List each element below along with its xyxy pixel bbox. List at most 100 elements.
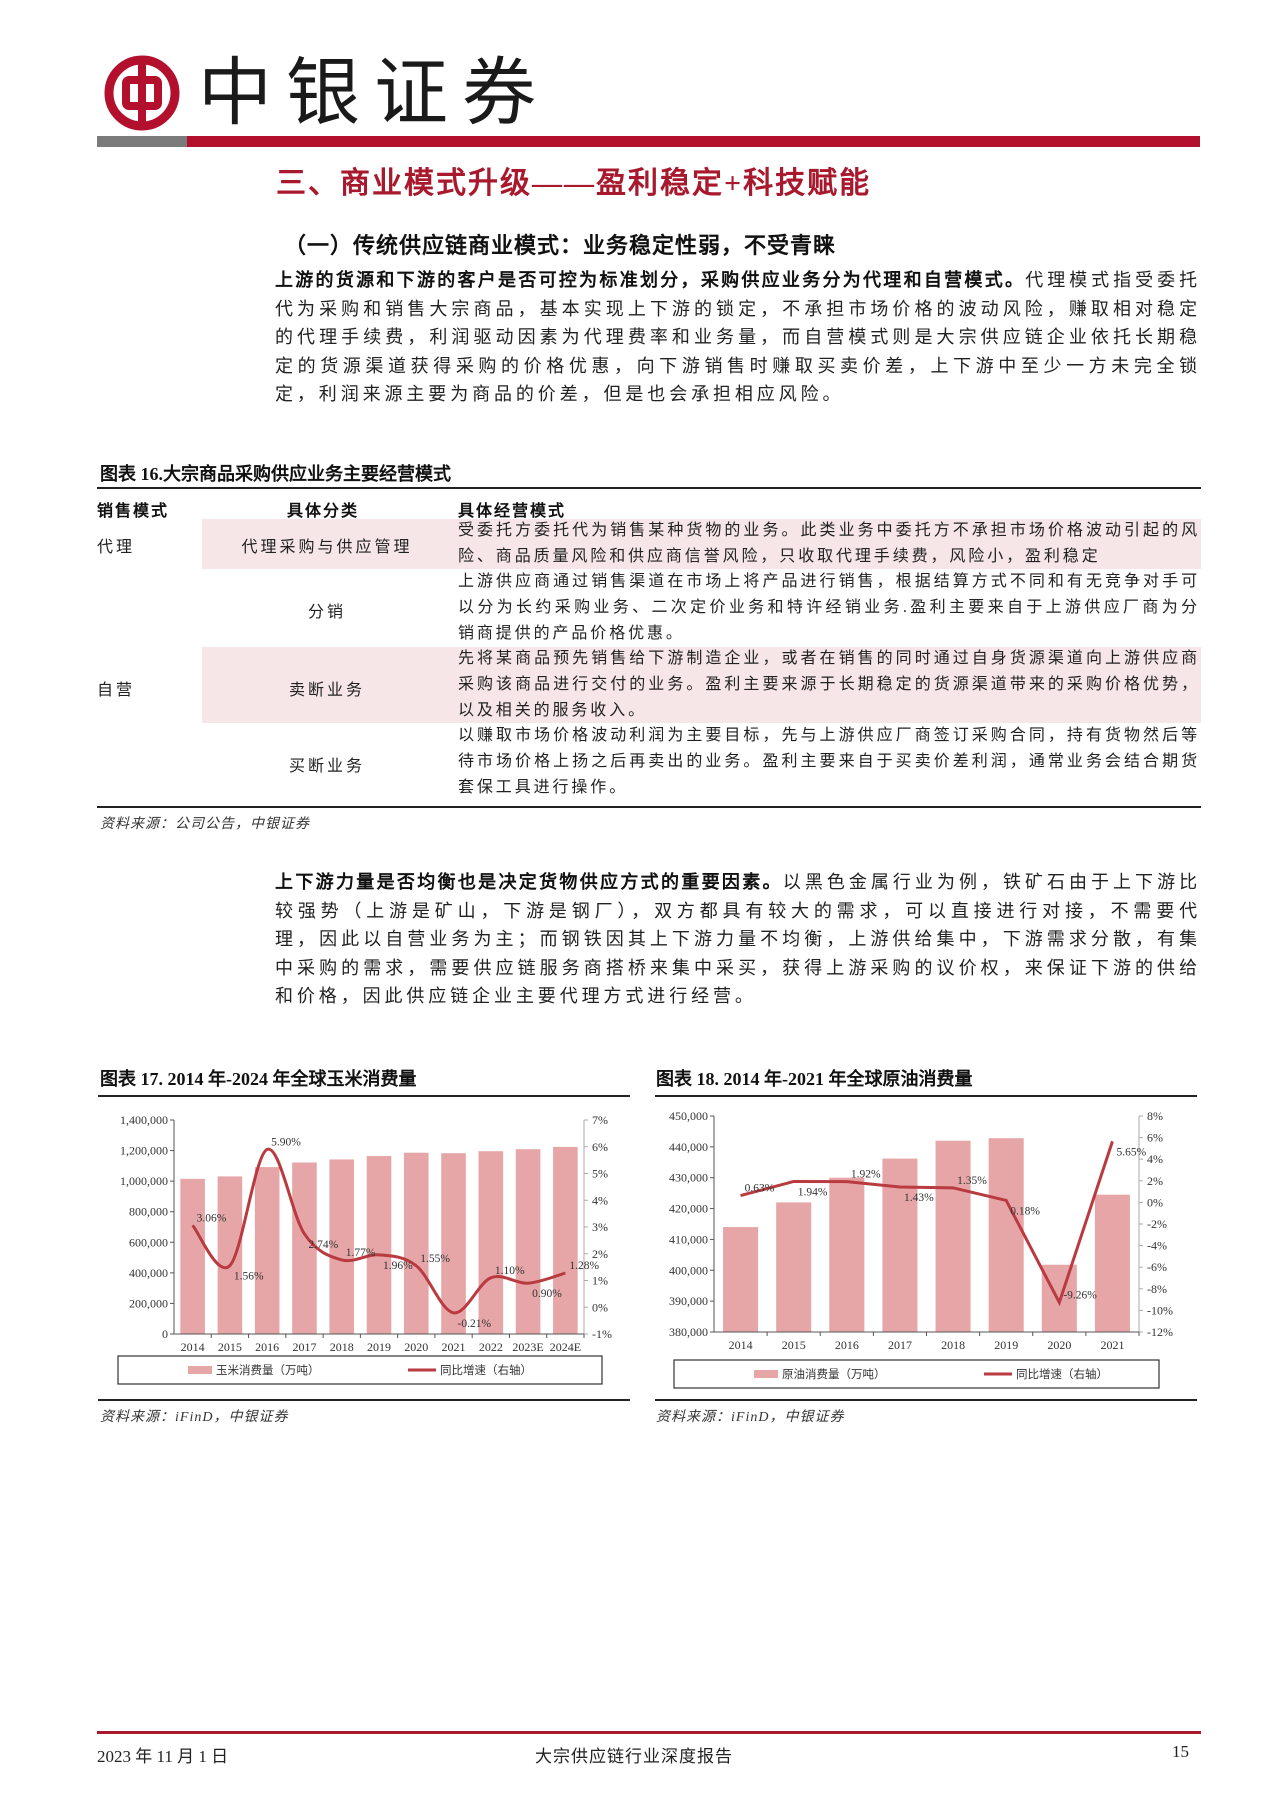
sub-title: （一）传统供应链商业模式：业务稳定性弱，不受青睐 [284, 233, 837, 258]
paragraph-1-body: 代理模式指受委托代为采购和销售大宗商品，基本实现上下游的锁定，不承担市场价格的波… [275, 270, 1201, 405]
left-tick-label: 390,000 [669, 1294, 708, 1308]
left-tick-label: 440,000 [669, 1140, 708, 1154]
x-tick-label: 2016 [835, 1338, 859, 1352]
bank-of-china-coin-icon [104, 55, 180, 131]
left-tick-label: 400,000 [669, 1263, 708, 1277]
header-bar-grey [97, 136, 187, 147]
chart-18-top-rule [655, 1095, 1197, 1097]
left-tick-label: 450,000 [669, 1109, 708, 1123]
left-tick-label: 400,000 [129, 1266, 168, 1280]
data-label: 1.56% [234, 1271, 264, 1283]
chart-17-corn-consumption: 0 200,000 400,000 600,000 800,000 1,000,000 1,… [117, 1113, 612, 1385]
x-tick-label: 2015 [782, 1338, 806, 1352]
data-label: 1.28% [569, 1260, 599, 1272]
bar-2023E [515, 1149, 541, 1334]
bar-2024E [553, 1146, 578, 1334]
bar-2021 [1094, 1194, 1130, 1332]
data-label: 0.18% [1010, 1205, 1040, 1217]
data-label: 0.90% [532, 1288, 562, 1300]
bar-2016 [254, 1167, 280, 1334]
x-tick-label: 2020 [1047, 1338, 1071, 1352]
bar-2021 [441, 1153, 466, 1334]
legend-bar-label: 原油消费量（万吨） [782, 1367, 886, 1381]
bar-2020 [403, 1152, 429, 1334]
right-tick-label: 2% [592, 1247, 608, 1261]
paragraph-2-lead: 上下游力量是否均衡也是决定货物供应方式的重要因素。 [275, 872, 783, 892]
legend-bar-swatch [188, 1366, 212, 1374]
chart-18-title: 图表 18. 2014 年-2021 年全球原油消费量 [656, 1069, 973, 1089]
x-tick-label: 2017 [292, 1340, 316, 1354]
bar-2015 [217, 1176, 243, 1334]
left-tick-label: 800,000 [129, 1205, 168, 1219]
bar-2017 [292, 1162, 317, 1334]
right-tick-label: -8% [1147, 1282, 1167, 1296]
data-label: 2.74% [308, 1239, 338, 1251]
x-tick-label: 2021 [1100, 1338, 1124, 1352]
right-tick-label: 4% [1147, 1152, 1163, 1166]
chart-18-bottom-rule [655, 1399, 1197, 1401]
left-tick-label: 0 [162, 1327, 168, 1341]
data-label: 1.96% [383, 1260, 413, 1272]
table-cell-desc: 上游供应商通过销售渠道在市场上将产品进行销售，根据结算方式不同和有无竞争对手可以… [458, 573, 1200, 642]
right-tick-label: 8% [1147, 1109, 1163, 1123]
footer-rule [97, 1731, 1201, 1734]
brand-logo-text: 中银证券 [198, 50, 550, 136]
right-tick-label: -6% [1147, 1260, 1167, 1274]
right-tick-label: -1% [592, 1327, 612, 1341]
data-label: 1.55% [420, 1253, 450, 1265]
x-tick-label: 2017 [888, 1338, 912, 1352]
right-tick-label: -10% [1147, 1303, 1173, 1317]
right-tick-label: 0% [1147, 1195, 1163, 1209]
left-tick-label: 380,000 [669, 1325, 708, 1339]
chart-17-source: 资料来源：iFinD，中银证券 [100, 1410, 289, 1425]
left-tick-label: 600,000 [129, 1235, 168, 1249]
table-cell-mode: 代理 [97, 539, 136, 556]
data-label: 1.77% [346, 1247, 376, 1259]
x-tick-label: 2018 [330, 1340, 354, 1354]
x-tick-label: 2014 [729, 1338, 753, 1352]
table-row-band [202, 519, 1201, 569]
left-tick-label: 200,000 [129, 1296, 168, 1310]
right-tick-label: 3% [592, 1220, 608, 1234]
footer-page-number: 15 [1172, 1742, 1189, 1761]
right-tick-label: -2% [1147, 1217, 1167, 1231]
bar-2015 [776, 1202, 812, 1332]
table-row-band [202, 647, 1201, 723]
paragraph-2-body: 以黑色金属行业为例，铁矿石由于上下游比较强势（上游是矿山，下游是钢厂），双方都具… [275, 872, 1201, 1007]
data-label: 1.10% [495, 1265, 525, 1277]
left-tick-label: 1,400,000 [120, 1113, 168, 1127]
data-label: 1.43% [904, 1192, 934, 1204]
left-tick-label: 1,200,000 [120, 1144, 168, 1158]
footer-report-title: 大宗供应链行业深度报告 [535, 1747, 733, 1766]
x-tick-label: 2024E [550, 1340, 581, 1354]
section-title: 三、商业模式升级——盈利稳定+科技赋能 [276, 167, 872, 200]
table-cell-desc: 受委托方委托代为销售某种货物的业务。此类业务中委托方不承担市场价格波动引起的风险… [458, 522, 1200, 565]
bar-2016 [829, 1177, 865, 1332]
right-tick-label: 6% [592, 1140, 608, 1154]
bar-2018 [329, 1159, 355, 1334]
data-label: -9.26% [1063, 1289, 1097, 1301]
bar-2019 [366, 1156, 392, 1334]
x-tick-label: 2022 [479, 1340, 503, 1354]
data-label: -0.21% [458, 1318, 492, 1330]
table-caption: 图表 16.大宗商品采购供应业务主要经营模式 [100, 464, 451, 484]
x-tick-label: 2020 [404, 1340, 428, 1354]
table-bottom-rule [97, 806, 1201, 808]
table-header-desc: 具体经营模式 [458, 503, 567, 520]
right-tick-label: 2% [1147, 1174, 1163, 1188]
x-tick-label: 2016 [255, 1340, 279, 1354]
table-cell-category: 代理采购与供应管理 [241, 539, 413, 556]
table-header-category: 具体分类 [287, 503, 360, 520]
right-tick-label: 4% [592, 1193, 608, 1207]
paragraph-2: 上下游力量是否均衡也是决定货物供应方式的重要因素。以黑色金属行业为例，铁矿石由于… [275, 868, 1201, 1011]
right-tick-label: 1% [592, 1274, 608, 1288]
x-tick-label: 2014 [181, 1340, 205, 1354]
legend-line-label: 同比增速（右轴） [440, 1363, 532, 1377]
x-tick-label: 2019 [367, 1340, 391, 1354]
growth-rate-line [740, 1140, 1114, 1307]
table-cell-category: 卖断业务 [288, 682, 365, 699]
x-tick-label: 2023E [512, 1340, 543, 1354]
table-top-rule [97, 487, 1201, 489]
table-cell-desc: 先将某商品预先销售给下游制造企业，或者在销售的同时通过自身货源渠道向上游供应商采… [458, 650, 1200, 719]
chart-17-bottom-rule [98, 1399, 630, 1401]
